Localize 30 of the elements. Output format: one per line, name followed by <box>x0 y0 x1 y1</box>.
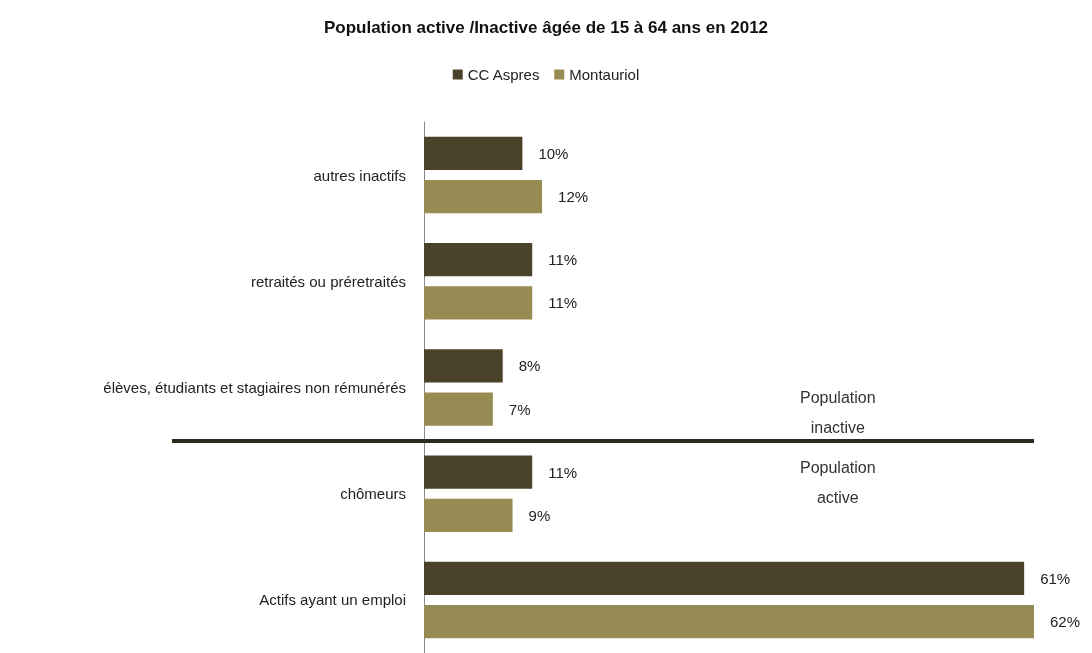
chart-title: Population active /Inactive âgée de 15 à 64 ans en 2012 <box>323 18 769 37</box>
y-tick-label: chômeurs <box>340 485 406 503</box>
legend-label: Montauriol <box>569 66 640 83</box>
data-label: 8% <box>518 357 541 375</box>
y-tick-label: Actifs ayant un emploi <box>259 591 406 609</box>
annotation: Population active <box>800 459 876 507</box>
y-tick-label: autres inactifs <box>313 166 406 184</box>
legend-label: CC Aspres <box>467 66 540 83</box>
bar <box>424 349 503 383</box>
data-label: 11% <box>548 294 578 312</box>
data-label: 10% <box>538 144 569 162</box>
y-tick-label: retraités ou préretraités <box>250 272 406 290</box>
bar <box>424 243 533 277</box>
bar <box>424 604 1034 639</box>
data-label: 9% <box>528 506 551 524</box>
bar <box>424 180 543 214</box>
y-tick-label: élèves, étudiants et stagiaires non rémunérés <box>103 379 406 396</box>
data-label: 7% <box>508 400 531 418</box>
bar <box>424 392 493 426</box>
data-label: 11% <box>548 463 578 481</box>
data-label: 62% <box>1050 613 1081 631</box>
bar <box>424 455 533 489</box>
bar <box>424 286 533 320</box>
data-label: 11% <box>548 251 578 269</box>
annotation: Population inactive <box>800 389 876 437</box>
data-label: 61% <box>1040 569 1071 587</box>
bar <box>424 498 513 532</box>
bar <box>424 561 1025 595</box>
data-label: 12% <box>558 188 589 206</box>
bar <box>424 136 523 171</box>
